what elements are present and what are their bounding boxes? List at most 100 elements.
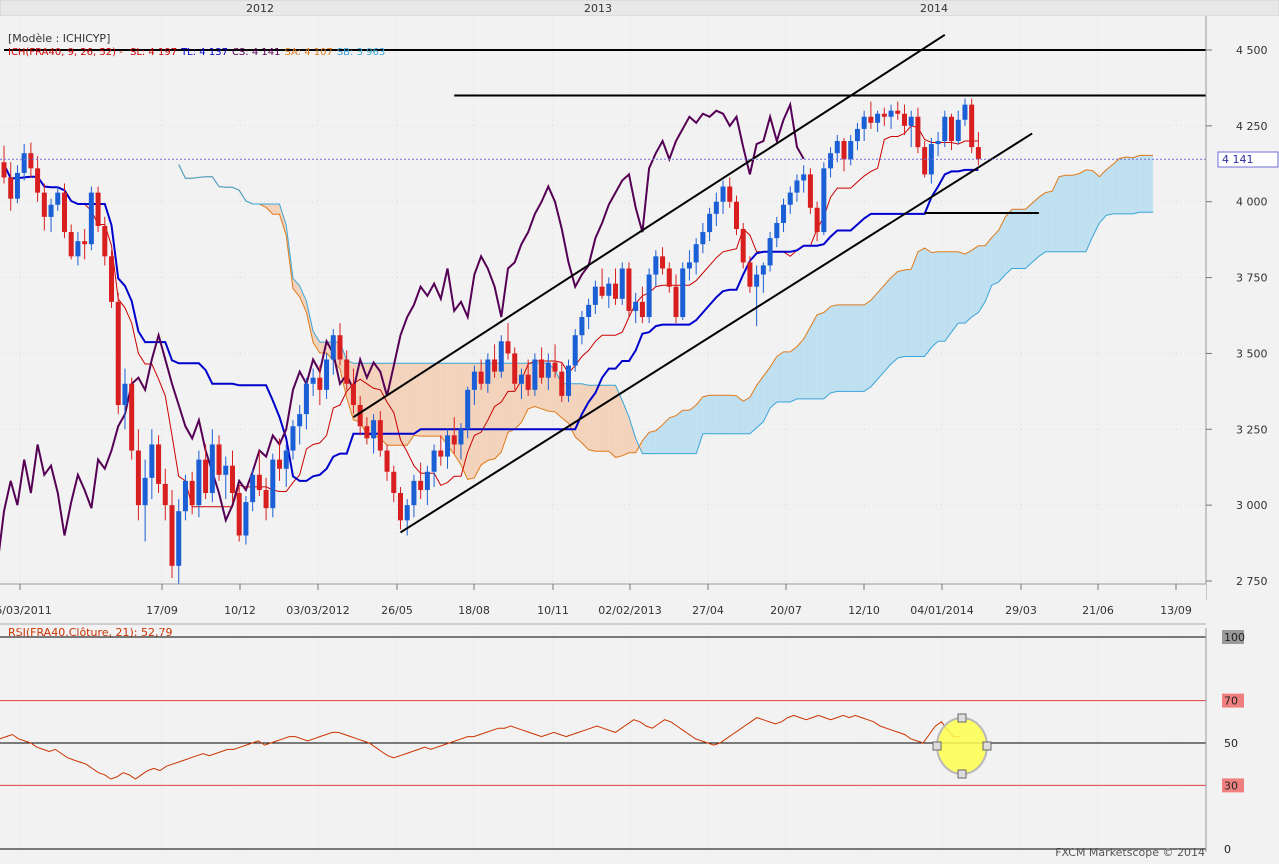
resize-handle[interactable] xyxy=(957,769,967,779)
candle-body xyxy=(592,286,598,305)
price-axis-ticks: 4 500 4 250 4 000 3 750 3 500 3 250 3 000 2 750 xyxy=(1206,44,1268,588)
candlestick xyxy=(680,262,686,321)
channel-lower-line xyxy=(399,132,1033,534)
candlestick xyxy=(821,162,827,236)
cloud-segment xyxy=(1099,169,1107,223)
cloud-segment xyxy=(487,363,495,461)
resize-handle[interactable] xyxy=(982,741,992,751)
price-axis[interactable] xyxy=(1206,16,1279,600)
candle-body xyxy=(841,141,847,160)
candlestick xyxy=(626,262,632,318)
cloud-segment xyxy=(313,331,320,354)
candlestick xyxy=(747,256,753,293)
candlestick xyxy=(962,98,968,126)
price-tick-label: 3 000 xyxy=(1236,499,1268,512)
date-tick-label: 13/09 xyxy=(1160,604,1192,617)
candle-body xyxy=(95,192,101,226)
cloud-segment xyxy=(1119,156,1127,214)
candle-body xyxy=(384,450,390,472)
candlestick xyxy=(424,465,430,506)
cloud-segment xyxy=(702,395,710,434)
candle-body xyxy=(915,116,921,148)
candle-body xyxy=(895,110,901,114)
cloud-segment xyxy=(743,397,750,434)
candlestick xyxy=(754,265,760,327)
date-tick-label: 12/10 xyxy=(848,604,880,617)
candlestick xyxy=(592,280,598,314)
candle-body xyxy=(115,301,121,406)
candle-body xyxy=(686,262,692,269)
candlestick xyxy=(28,142,34,178)
candlestick xyxy=(552,344,558,378)
candle-body xyxy=(565,365,571,396)
candle-body xyxy=(545,362,551,378)
candlestick xyxy=(431,444,437,487)
candlestick xyxy=(666,262,672,293)
candle-body xyxy=(774,222,780,239)
candlestick xyxy=(135,429,141,521)
cloud-segment xyxy=(1085,169,1093,252)
resize-handle[interactable] xyxy=(957,713,967,723)
ichimoku-legend-name: ICH(FRA40, 9, 26, 52) - xyxy=(8,47,126,58)
cloud-segment xyxy=(877,285,885,380)
price-pane[interactable] xyxy=(0,16,1206,584)
candle-body xyxy=(854,128,860,142)
candlestick xyxy=(673,274,679,324)
candlestick xyxy=(176,499,182,584)
rsi-series xyxy=(0,714,960,780)
cloud-segment xyxy=(1126,156,1133,214)
date-axis[interactable] xyxy=(0,584,1206,620)
candle-body xyxy=(330,335,336,360)
cloud-segment xyxy=(736,395,744,434)
year-strip xyxy=(0,0,1279,17)
candle-body xyxy=(801,174,807,181)
trendlines[interactable] xyxy=(4,33,1207,534)
price-tick-label: 3 250 xyxy=(1236,423,1268,436)
cloud-segment xyxy=(844,304,851,392)
candle-body xyxy=(525,374,531,390)
candlestick xyxy=(693,238,699,275)
candle-body xyxy=(767,238,773,266)
cloud-segment xyxy=(266,203,273,215)
candle-body xyxy=(35,168,41,193)
candle-body xyxy=(834,141,840,154)
candlestick xyxy=(915,107,921,154)
cloud-segment xyxy=(696,396,703,454)
candlestick xyxy=(21,144,27,181)
candlestick xyxy=(61,183,67,239)
resize-handle[interactable] xyxy=(932,741,942,751)
highlight-ellipse[interactable] xyxy=(936,717,988,775)
candlestick xyxy=(458,423,464,460)
candlestick xyxy=(95,186,101,233)
cloud-segment xyxy=(1012,209,1019,269)
candle-body xyxy=(955,119,961,142)
cloud-segment xyxy=(1005,209,1012,275)
candle-body xyxy=(821,168,827,233)
candle-body xyxy=(707,213,713,233)
candlestick xyxy=(41,183,47,231)
candlestick xyxy=(337,323,343,366)
candle-body xyxy=(559,371,565,396)
candlestick xyxy=(700,222,706,254)
candlestick xyxy=(787,186,793,214)
candle-body xyxy=(438,450,444,457)
candlestick xyxy=(606,277,612,308)
candle-body xyxy=(55,192,61,205)
rsi-pane[interactable] xyxy=(0,624,1206,852)
cloud-segment xyxy=(1052,176,1060,252)
cloud-segment xyxy=(413,363,421,437)
candlestick xyxy=(774,216,780,248)
candlestick xyxy=(182,474,188,521)
candle-body xyxy=(458,429,464,445)
candle-body xyxy=(310,377,316,384)
candlestick xyxy=(149,429,155,500)
candle-body xyxy=(478,371,484,384)
cloud-segment xyxy=(1045,191,1053,252)
highlight-ellipse-annotation[interactable] xyxy=(932,713,992,779)
candlestick xyxy=(82,229,88,260)
candlestick xyxy=(236,486,242,542)
candle-body xyxy=(350,383,356,406)
cloud-segment xyxy=(434,363,441,437)
candlestick xyxy=(539,347,545,384)
channel-upper-line xyxy=(352,33,946,418)
